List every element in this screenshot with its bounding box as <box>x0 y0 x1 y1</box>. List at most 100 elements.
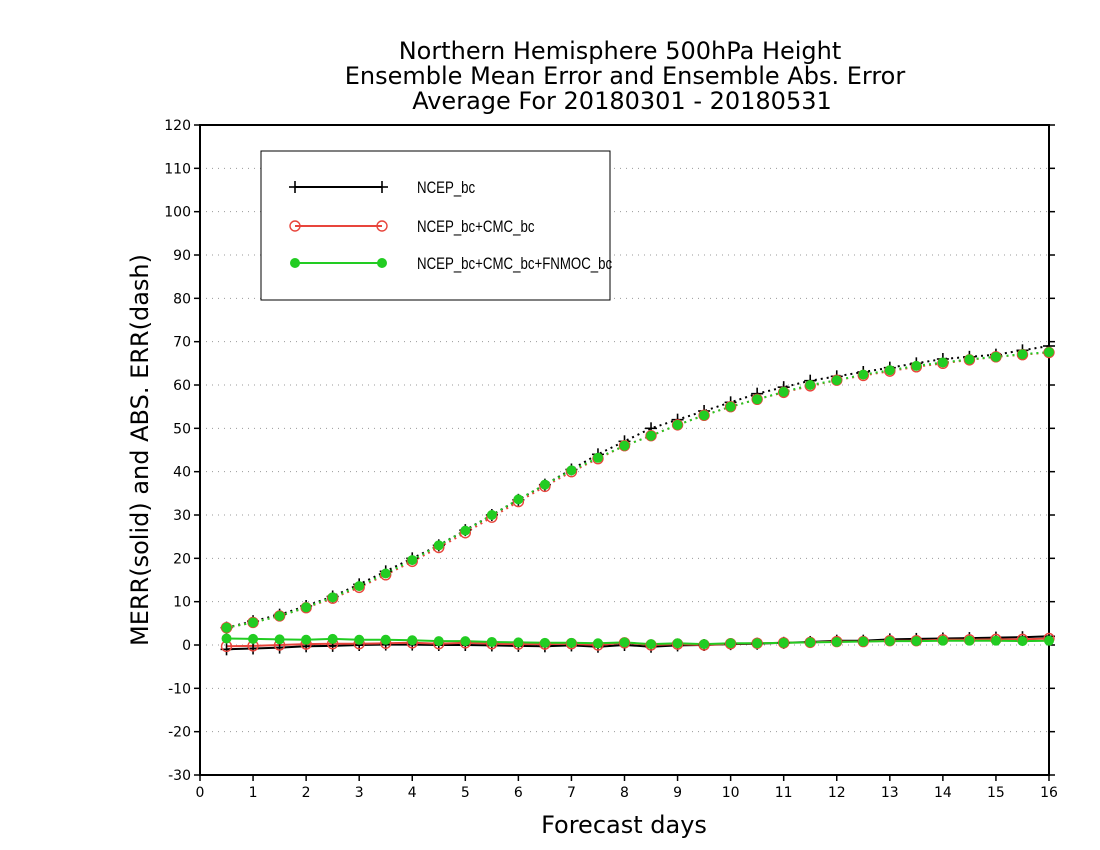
series-abs-err-line <box>226 345 1050 629</box>
data-point-dot <box>699 410 710 421</box>
y-tick-label: 40 <box>173 465 191 481</box>
data-point-dot <box>805 637 816 648</box>
data-point-dot <box>566 637 577 648</box>
data-point-dot <box>592 452 603 463</box>
title-line-1: Northern Hemisphere 500hPa Height <box>399 37 842 65</box>
x-tick-label: 9 <box>673 785 682 801</box>
legend-label-1: NCEP_bc+CMC_bc <box>417 218 535 237</box>
data-point-dot <box>221 633 232 644</box>
data-point-dot <box>805 380 816 390</box>
x-tick-label: 16 <box>1040 785 1058 801</box>
data-point-dot <box>672 638 683 649</box>
data-point-dot <box>725 638 736 649</box>
y-tick-label: 50 <box>173 421 191 437</box>
data-point-dot <box>221 622 232 633</box>
series-markers-2 <box>221 347 1054 650</box>
data-point-dot <box>513 494 524 505</box>
y-axis-label: MERR(solid) and ABS. ERR(dash) <box>126 254 154 646</box>
series-2 <box>226 351 1050 646</box>
data-point-dot <box>1044 635 1054 646</box>
x-tick-label: 0 <box>196 785 205 801</box>
data-point-dot <box>619 440 630 451</box>
y-tick-label: 100 <box>164 205 191 221</box>
y-tick-label: 60 <box>173 378 191 394</box>
data-point-dot <box>290 258 300 268</box>
series-markers-1 <box>220 346 1055 652</box>
data-point-dot <box>539 479 550 490</box>
y-tick-label: 80 <box>173 291 191 307</box>
y-tick-label: 10 <box>173 595 191 611</box>
x-axis-label: Forecast days <box>541 811 707 839</box>
data-point-dot <box>486 510 497 520</box>
data-point-dot <box>460 525 471 536</box>
series-abs-err-line <box>226 351 1050 629</box>
x-tick-label: 8 <box>620 785 629 801</box>
data-point-dot <box>433 636 444 647</box>
data-point-dot <box>513 637 524 648</box>
y-tick-label: 120 <box>164 118 191 134</box>
data-point-dot <box>248 633 259 644</box>
data-point-dot <box>778 637 789 648</box>
title-line-3: Average For 20180301 - 20180531 <box>412 87 832 115</box>
x-tick-label: 4 <box>408 785 417 801</box>
data-point-dot <box>752 394 763 405</box>
data-point-dot <box>327 592 338 603</box>
x-tick-label: 11 <box>775 785 793 801</box>
data-point-dot <box>354 581 365 592</box>
data-point-dot <box>248 617 259 628</box>
data-point-dot <box>486 636 497 647</box>
x-tick-label: 13 <box>881 785 899 801</box>
data-point-dot <box>619 637 630 648</box>
series-0 <box>226 345 1050 651</box>
data-point-dot <box>566 465 577 476</box>
data-point-dot <box>911 360 922 371</box>
y-tick-label: -10 <box>168 681 191 697</box>
data-point-dot <box>990 351 1001 362</box>
data-point-dot <box>301 634 312 645</box>
y-tick-label: 70 <box>173 335 191 351</box>
y-tick-label: 90 <box>173 248 191 264</box>
x-tick-label: 14 <box>934 785 952 801</box>
y-tick-label: 20 <box>173 551 191 567</box>
x-tick-label: 2 <box>302 785 311 801</box>
data-point-circle <box>289 220 301 232</box>
legend-label-2: NCEP_bc+CMC_bc+FNMOC_bc <box>417 255 612 274</box>
x-tick-label: 15 <box>987 785 1005 801</box>
data-point-dot <box>858 636 869 647</box>
data-point-dot <box>377 258 387 268</box>
data-point-dot <box>380 634 391 645</box>
x-tick-label: 3 <box>355 785 364 801</box>
data-point-dot <box>646 639 657 650</box>
data-point-dot <box>1044 347 1054 358</box>
series-markers-0 <box>220 340 1055 656</box>
data-point-dot <box>1017 349 1028 360</box>
series-1 <box>226 351 1050 648</box>
data-point-dot <box>858 369 869 380</box>
data-point-dot <box>274 610 285 621</box>
y-tick-label: -30 <box>168 768 191 784</box>
data-point-dot <box>884 365 895 376</box>
data-point-dot <box>752 638 763 649</box>
data-point-dot <box>646 430 657 441</box>
data-point-dot <box>407 555 418 566</box>
data-point-dot <box>354 634 365 645</box>
x-tick-label: 6 <box>514 785 523 801</box>
data-point-dot <box>327 633 338 644</box>
x-tick-label: 7 <box>567 785 576 801</box>
data-point-dot <box>831 375 842 386</box>
data-point-dot <box>380 568 391 579</box>
series-abs-err-line <box>226 351 1050 629</box>
data-point-circle <box>376 220 388 232</box>
x-tick-label: 5 <box>461 785 470 801</box>
data-point-dot <box>937 635 948 646</box>
y-tick-label: 110 <box>164 161 191 177</box>
data-point-dot <box>301 602 312 613</box>
data-point-dot <box>911 636 922 647</box>
data-point-dot <box>990 635 1001 646</box>
data-point-dot <box>884 636 895 647</box>
series-layer <box>220 340 1055 656</box>
data-point-dot <box>592 638 603 649</box>
